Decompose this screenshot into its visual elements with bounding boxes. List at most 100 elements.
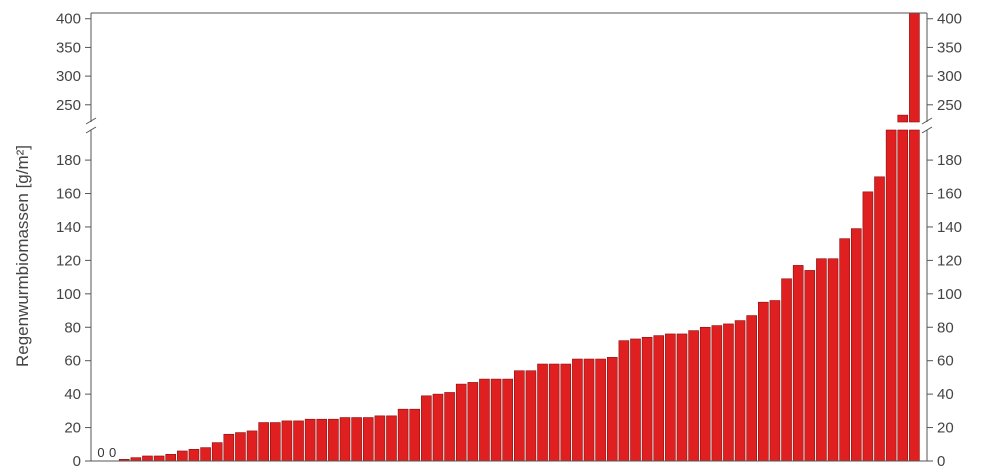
bar-4: [142, 455, 153, 462]
bar-51: [688, 330, 699, 462]
y-tick-label-right-lower-5: 100: [937, 286, 962, 303]
bar-8: [188, 448, 200, 462]
y-tick-label-left-lower-1: 20: [64, 420, 81, 437]
bar-3: [130, 457, 142, 462]
right-axis-break-mark-line-a: [921, 117, 933, 125]
bar-13: [246, 430, 258, 462]
bar-39: [548, 363, 560, 462]
y-tick-label-right-lower-2: 40: [937, 386, 954, 403]
y-tick-label-right-lower-3: 60: [937, 353, 954, 370]
bar-5: [153, 455, 165, 462]
bar-67: [874, 176, 885, 462]
bar-35: [502, 378, 513, 462]
right-axis-break-mark: [921, 117, 933, 134]
right-axis-break-mark-line-b: [921, 126, 933, 134]
y-tick-label-right-lower-7: 140: [937, 219, 962, 236]
bar-33: [479, 378, 490, 462]
bar-54: [723, 323, 734, 462]
bar-23: [362, 417, 374, 462]
y-tick-label-left-lower-6: 120: [56, 252, 81, 269]
bar-14: [258, 422, 269, 462]
bar-66: [862, 191, 874, 462]
bar-48: [653, 335, 665, 462]
y-tick-label-left-upper-2: 350: [56, 39, 81, 56]
bar-37: [525, 370, 537, 462]
bar-58: [769, 300, 781, 462]
bar-62: [816, 258, 827, 462]
y-tick-label-left-lower-4: 80: [64, 319, 81, 336]
bar-69: [897, 129, 909, 462]
bar-26: [397, 408, 409, 462]
left-axis-break-mark-line-a: [85, 117, 97, 125]
left-axis-break-mark-line-b: [85, 126, 97, 134]
bar-34: [490, 378, 502, 462]
y-tick-label-right-lower-1: 20: [937, 420, 954, 437]
y-tick-label-right-upper-2: 350: [937, 39, 962, 56]
bar-53: [711, 325, 723, 462]
y-tick-label-right-upper-3: 400: [937, 11, 962, 28]
bar-60: [792, 265, 804, 462]
bar-59: [781, 278, 792, 462]
y-tick-label-left-lower-0: 0: [73, 453, 81, 466]
bar-63: [827, 258, 839, 462]
bar-9: [200, 447, 211, 462]
y-tick-label-right-upper-0: 250: [937, 97, 962, 114]
bar-11: [223, 433, 235, 462]
bar-15: [269, 422, 281, 462]
bar-22: [351, 417, 362, 462]
bar-27: [409, 408, 421, 462]
y-tick-label-left-upper-3: 400: [56, 11, 81, 28]
bar-45: [618, 340, 630, 462]
bar-42: [583, 358, 595, 462]
bar-69-upper: [897, 114, 909, 123]
bar-40: [560, 363, 572, 462]
bar-43: [595, 358, 606, 462]
bar-19: [316, 418, 328, 462]
bar-24: [374, 415, 386, 462]
bar-12: [235, 432, 246, 462]
zero-value-label-0: 0: [97, 445, 104, 460]
y-tick-label-right-lower-9: 180: [937, 152, 962, 169]
y-tick-label-left-lower-9: 180: [56, 152, 81, 169]
bar-7: [177, 450, 188, 462]
bar-41: [572, 358, 583, 462]
bar-70: [909, 129, 920, 462]
bar-28: [421, 395, 432, 462]
bar-20: [328, 418, 339, 462]
y-tick-label-left-upper-0: 250: [56, 97, 81, 114]
axes-group: [85, 12, 933, 462]
bar-56: [746, 315, 757, 462]
y-tick-label-left-lower-7: 140: [56, 219, 81, 236]
bar-47: [641, 336, 653, 462]
y-axis-title: Regenwurmbiomassen [g/m²]: [13, 145, 32, 367]
y-tick-label-left-lower-8: 160: [56, 186, 81, 203]
bar-65: [850, 228, 862, 462]
bar-32: [467, 382, 479, 462]
axis-break-band: [92, 123, 926, 129]
y-tick-label-right-lower-8: 160: [937, 186, 962, 203]
bar-68: [885, 129, 897, 462]
y-tick-label-left-lower-5: 100: [56, 286, 81, 303]
y-tick-label-left-lower-2: 40: [64, 386, 81, 403]
bar-10: [211, 442, 223, 462]
bars-group: [92, 12, 926, 462]
bar-64: [839, 238, 850, 462]
bar-55: [734, 320, 746, 462]
y-axis-title-group: Regenwurmbiomassen [g/m²]: [13, 145, 32, 367]
bar-31: [455, 383, 467, 462]
bar-29: [432, 393, 444, 462]
bar-6: [165, 454, 177, 462]
bar-38: [537, 363, 548, 462]
bar-21: [339, 417, 351, 462]
bar-50: [676, 333, 688, 462]
bar-46: [630, 338, 641, 462]
bar-61: [804, 270, 816, 462]
y-tick-label-right-lower-4: 80: [937, 319, 954, 336]
y-tick-label-left-upper-1: 300: [56, 68, 81, 85]
y-tick-label-left-lower-3: 60: [64, 353, 81, 370]
bar-30: [444, 392, 455, 462]
bar-25: [386, 415, 397, 462]
